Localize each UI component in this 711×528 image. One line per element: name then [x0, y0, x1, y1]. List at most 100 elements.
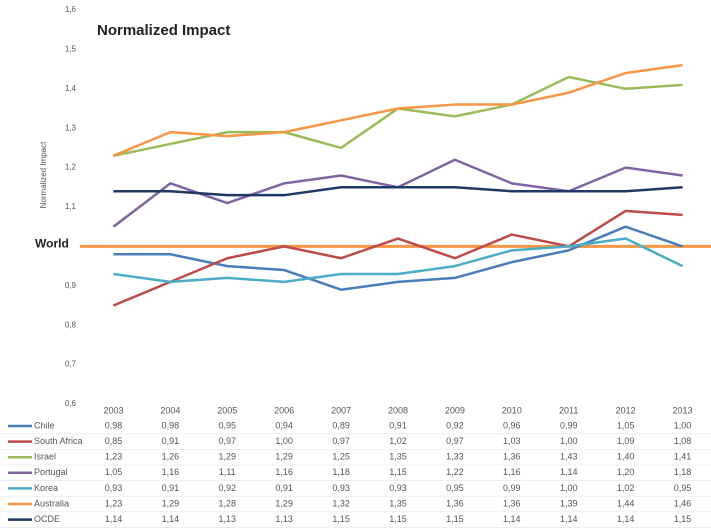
- table-cell: 0,91: [162, 483, 180, 493]
- table-cell: 1,05: [105, 467, 123, 477]
- table-cell: 1,00: [275, 436, 293, 446]
- table-cell: 1,14: [560, 514, 578, 524]
- table-cell: 0,97: [219, 436, 237, 446]
- table-cell: 0,94: [275, 420, 293, 430]
- series-line: [112, 209, 683, 307]
- table-cell: 0,93: [389, 483, 407, 493]
- table-cell: 0,92: [446, 420, 464, 430]
- table-cell: 0,95: [219, 420, 237, 430]
- table-cell: 0,91: [275, 483, 293, 493]
- legend-label: South Africa: [34, 436, 83, 446]
- table-cell: 1,00: [560, 483, 578, 493]
- table-cell: 1,00: [674, 420, 692, 430]
- chart-title: Normalized Impact: [97, 22, 230, 39]
- world-label: World: [35, 237, 69, 251]
- table-cell: 1,13: [275, 514, 293, 524]
- table-cell: 1,35: [389, 452, 407, 462]
- table-cell: 0,95: [446, 483, 464, 493]
- y-tick-label: 1,2: [65, 163, 77, 172]
- table-cell: 0,99: [560, 420, 578, 430]
- table-cell: 1,18: [674, 467, 692, 477]
- y-tick-label: 1,3: [65, 123, 77, 132]
- table-cell: 1,29: [275, 452, 293, 462]
- y-tick-label: 0,6: [65, 399, 77, 408]
- series-line: [113, 237, 684, 284]
- table-cell: 1,41: [674, 452, 692, 462]
- y-axis-label: Normalized Impact: [39, 141, 48, 208]
- table-header: 2004: [160, 405, 180, 415]
- legend-label: Portugal: [34, 467, 68, 477]
- table-cell: 0,99: [503, 483, 521, 493]
- table-header: 2011: [559, 405, 578, 415]
- y-tick-label: 0,7: [65, 360, 77, 369]
- table-cell: 1,14: [503, 514, 521, 524]
- y-tick-label: 1,5: [65, 45, 77, 54]
- table-cell: 1,09: [617, 436, 635, 446]
- table-cell: 0,92: [219, 483, 237, 493]
- table-cell: 1,29: [162, 498, 180, 508]
- table-cell: 1,16: [275, 467, 293, 477]
- table-cell: 1,02: [617, 483, 635, 493]
- legend-label: Israel: [34, 452, 56, 462]
- table-cell: 1,14: [617, 514, 635, 524]
- table-cell: 1,28: [219, 498, 237, 508]
- table-cell: 1,18: [332, 467, 350, 477]
- table-cell: 0,95: [674, 483, 692, 493]
- legend-label: Korea: [34, 483, 58, 493]
- y-tick-label: 1,6: [65, 5, 77, 14]
- table-cell: 1,43: [560, 452, 578, 462]
- y-tick-label: 1,4: [65, 84, 77, 93]
- table-header: 2013: [673, 405, 693, 415]
- table-cell: 1,25: [332, 452, 350, 462]
- series-line: [113, 186, 683, 197]
- table-cell: 1,15: [674, 514, 692, 524]
- table-cell: 0,91: [162, 436, 180, 446]
- table-cell: 1,29: [219, 452, 237, 462]
- table-cell: 0,98: [162, 420, 180, 430]
- table-cell: 1,00: [560, 436, 578, 446]
- table-header: 2012: [616, 405, 636, 415]
- table-cell: 1,23: [105, 452, 123, 462]
- table-cell: 0,96: [503, 420, 521, 430]
- table-header: 2005: [217, 405, 237, 415]
- table-cell: 1,36: [446, 498, 464, 508]
- table-cell: 1,13: [219, 514, 237, 524]
- table-cell: 1,40: [617, 452, 635, 462]
- table-cell: 1,22: [446, 467, 464, 477]
- table-cell: 1,20: [617, 467, 635, 477]
- series-line: [113, 225, 683, 291]
- table-cell: 0,85: [105, 436, 123, 446]
- table-cell: 0,89: [332, 420, 350, 430]
- table-cell: 0,97: [332, 436, 350, 446]
- legend-label: OCDE: [34, 514, 60, 524]
- table-header: 2003: [103, 405, 123, 415]
- y-tick-label: 0,9: [65, 281, 77, 290]
- table-cell: 0,91: [389, 420, 407, 430]
- table-header: 2007: [331, 405, 351, 415]
- table-cell: 0,98: [105, 420, 123, 430]
- table-cell: 0,97: [446, 436, 464, 446]
- table-cell: 1,35: [389, 498, 407, 508]
- y-tick-label: 1,1: [65, 202, 77, 211]
- table-cell: 1,03: [503, 436, 521, 446]
- y-tick-label: 0,8: [65, 320, 77, 329]
- table-header: 2006: [274, 405, 294, 415]
- table-cell: 1,36: [503, 498, 521, 508]
- table-header: 2010: [502, 405, 522, 415]
- table-cell: 1,36: [503, 452, 521, 462]
- table-cell: 1,39: [560, 498, 578, 508]
- table-cell: 1,33: [446, 452, 464, 462]
- table-cell: 1,26: [162, 452, 180, 462]
- legend-label: Australia: [34, 498, 69, 508]
- table-cell: 1,16: [503, 467, 521, 477]
- table-cell: 0,93: [105, 483, 123, 493]
- table-cell: 1,23: [105, 498, 123, 508]
- table-header: 2008: [388, 405, 408, 415]
- table-cell: 1,14: [105, 514, 123, 524]
- table-cell: 1,11: [219, 467, 236, 477]
- table-cell: 1,14: [560, 467, 578, 477]
- table-cell: 1,46: [674, 498, 692, 508]
- table-cell: 1,14: [162, 514, 180, 524]
- table-cell: 1,02: [389, 436, 407, 446]
